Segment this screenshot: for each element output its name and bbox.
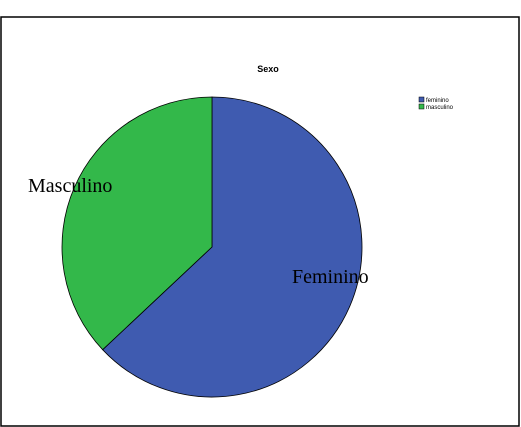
pie-slice-masculino	[61, 96, 213, 351]
legend: feminino masculino	[418, 96, 454, 111]
slice-label-masculino: Masculino	[28, 175, 112, 197]
legend-label-feminino: feminino	[426, 98, 449, 104]
legend-swatch-masculino	[418, 103, 425, 110]
pie-slices	[61, 96, 363, 398]
chart-title: Sexo	[257, 64, 279, 74]
legend-label-masculino: masculino	[426, 105, 454, 111]
pie-slice-feminino	[102, 96, 363, 398]
legend-swatch-feminino	[418, 96, 425, 103]
slice-label-feminino: Feminino	[292, 266, 369, 288]
